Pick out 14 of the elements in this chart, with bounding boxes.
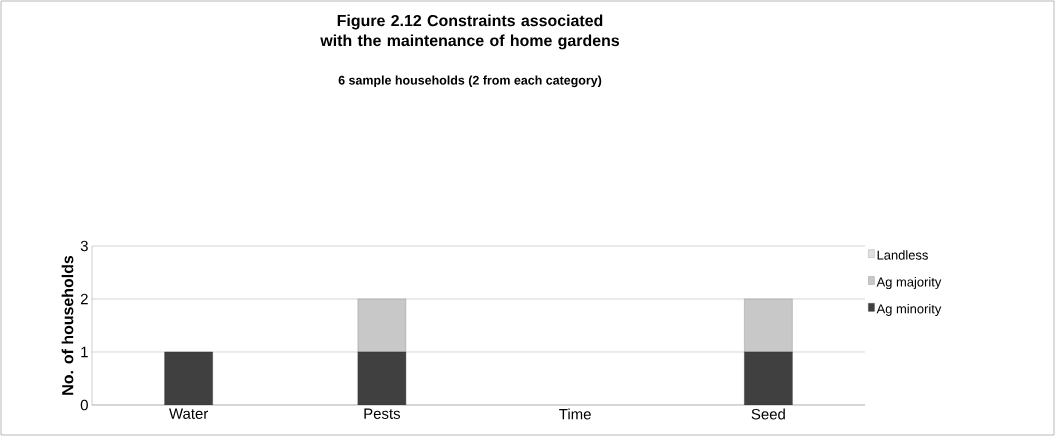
x-tick-label: Seed xyxy=(751,408,785,420)
x-tick-label: Water xyxy=(169,408,209,419)
chart-subtitle: 6 sample households (2 from each category) xyxy=(338,75,602,88)
legend-label: Ag majority xyxy=(876,277,942,290)
legend-label: Ag minority xyxy=(876,303,942,316)
y-axis-title: No. of households xyxy=(61,255,74,395)
y-tick-label: 3 xyxy=(80,240,88,252)
x-tick-label: Pests xyxy=(364,408,401,419)
y-tick-label: 2 xyxy=(80,293,88,305)
legend-label: Landless xyxy=(877,250,928,260)
chart-title: Figure 2.12 Constraints associated with the maintenance of home gardens xyxy=(320,14,620,50)
y-tick-label: 0 xyxy=(80,399,88,411)
x-tick-label: Time xyxy=(559,408,591,420)
y-tick-label: 1 xyxy=(81,346,88,358)
